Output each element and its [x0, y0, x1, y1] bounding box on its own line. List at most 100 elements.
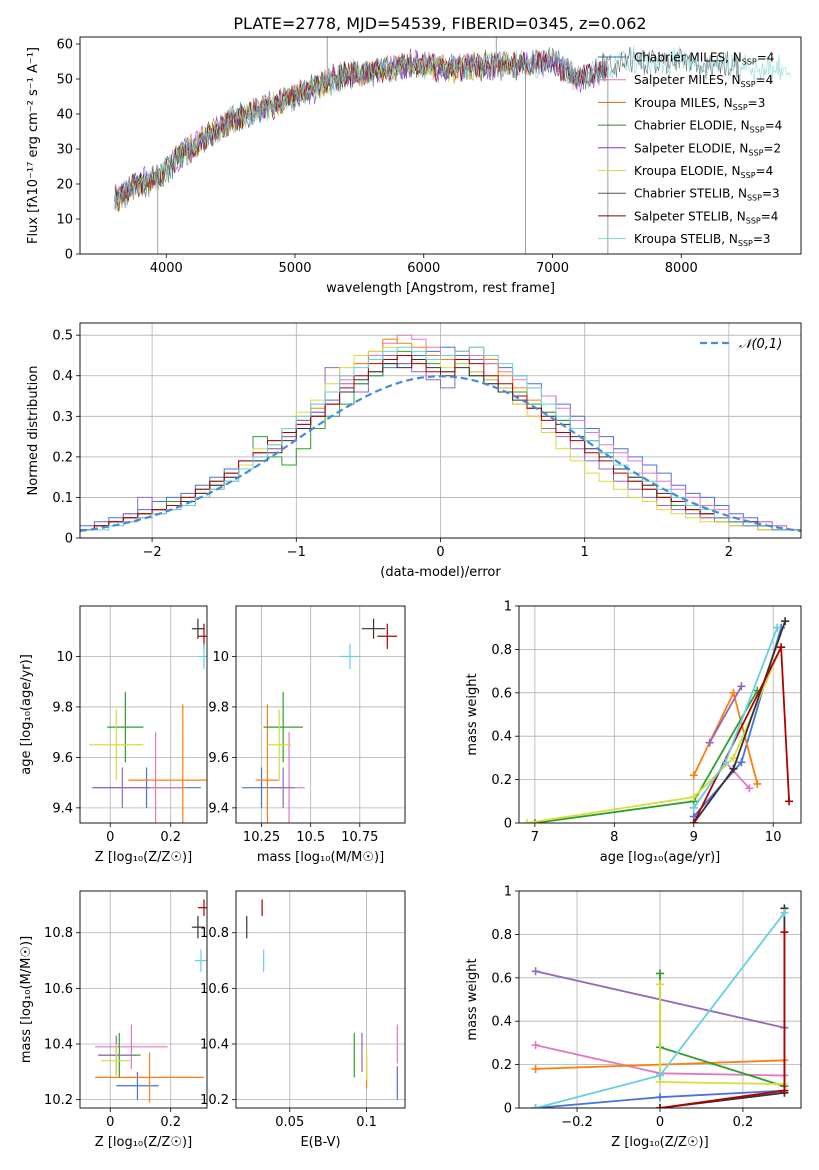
- weight-line: [526, 646, 782, 823]
- weight-marker: [780, 928, 789, 937]
- x-tick-label: 10: [765, 830, 782, 845]
- legend-count: =4: [757, 51, 775, 65]
- y-tick-label: 0.2: [491, 1058, 512, 1073]
- x-axis-label: Z [log₁₀(Z/Z☉)]: [611, 1135, 708, 1150]
- y-tick-label: 10.8: [200, 926, 229, 941]
- legend-count: =3: [762, 187, 780, 201]
- axes-frame: [235, 890, 406, 1109]
- x-axis-label: age [log₁₀(age/yr)]: [600, 850, 721, 865]
- y-tick-label: 10: [212, 650, 229, 665]
- legend-subscript: SSP: [750, 126, 765, 135]
- legend-subscript: SSP: [738, 239, 753, 248]
- legend-subscript: SSP: [742, 58, 757, 67]
- x-tick-label: 0.2: [160, 830, 181, 845]
- x-tick-label: 0: [656, 1115, 664, 1130]
- x-tick-label: −1: [287, 545, 306, 560]
- panel-mass-vs-EBV: 0.05 0.1 10.2 10.4 10.6 10.8 E(B-V): [200, 890, 406, 1150]
- plot-area: [95, 899, 207, 1103]
- y-tick-label: 0.4: [491, 730, 512, 745]
- plot-area: [246, 899, 398, 1100]
- y-tick-label: 1: [504, 885, 512, 900]
- histogram-step: [80, 346, 801, 531]
- y-tick-label: 0: [504, 1102, 512, 1117]
- histogram-step: [80, 359, 801, 531]
- weight-marker: [531, 1041, 540, 1050]
- legend-text: Kroupa ELODIE, N: [634, 164, 741, 178]
- x-tick-label: 0: [106, 1115, 114, 1130]
- x-tick-label: −2: [143, 545, 162, 560]
- y-tick-label: 0.8: [491, 643, 512, 658]
- legend-text: Salpeter ELODIE, N: [634, 141, 748, 155]
- x-tick-label: 9: [690, 830, 698, 845]
- normal-curve: [80, 375, 801, 532]
- axes-frame: [518, 890, 802, 1109]
- weight-line: [659, 973, 785, 1088]
- x-tick-label: 7000: [536, 261, 569, 276]
- y-tick-label: 0.5: [52, 329, 73, 344]
- x-axis-label: (data-model)/error: [380, 565, 501, 580]
- legend-subscript: SSP: [747, 194, 762, 203]
- legend-text: Salpeter STELIB, N: [634, 209, 746, 223]
- legend-count: =3: [753, 232, 771, 246]
- weight-marker: [737, 682, 746, 691]
- legend-label: Kroupa MILES, NSSP=3: [634, 96, 765, 112]
- y-tick-label: 10.2: [200, 1093, 229, 1108]
- legend-subscript: SSP: [733, 103, 748, 112]
- y-tick-label: 9.8: [208, 700, 229, 715]
- weight-marker: [705, 738, 714, 747]
- weight-marker: [689, 803, 698, 812]
- legend-subscript: SSP: [746, 216, 761, 225]
- axes-frame: [79, 890, 208, 1109]
- weight-marker: [656, 1071, 664, 1080]
- plot-area: [114, 37, 791, 254]
- spectrum-line: [114, 47, 608, 212]
- panel-age-vs-mass: 10.25 10.5 10.75 9.4 9.6 9.8 10 mass [log₁₀(M/M…: [208, 605, 406, 865]
- weight-marker: [530, 819, 539, 823]
- plot-area: [531, 904, 789, 1108]
- legend-text: Chabrier ELODIE, N: [634, 119, 750, 133]
- weight-marker: [737, 758, 746, 767]
- axes-frame: [518, 605, 802, 824]
- weight-marker: [656, 1093, 664, 1102]
- y-tick-label: 60: [56, 38, 73, 53]
- x-axis-label: wavelength [Angstrom, rest frame]: [326, 281, 555, 296]
- plot-area: [241, 618, 398, 823]
- legend-label: Chabrier MILES, NSSP=4: [634, 51, 774, 67]
- x-tick-label: 5000: [278, 261, 311, 276]
- y-tick-label: 9.4: [208, 801, 229, 816]
- y-tick-label: 10.4: [44, 1038, 73, 1053]
- panel-residuals: −2 −1 0 1 2 0 0.1 0.2 0.3 0.4 0.5 (data-model)/erro…: [26, 322, 802, 580]
- x-tick-label: 7: [531, 830, 539, 845]
- x-tick-label: 0.2: [733, 1115, 754, 1130]
- y-axis-label: Flux [fλ10⁻¹⁷ erg cm⁻² s⁻¹ A⁻¹]: [26, 47, 41, 244]
- y-tick-label: 0.4: [52, 369, 73, 384]
- y-axis-label: mass [log₁₀(M/M☉)]: [19, 936, 34, 1063]
- y-tick-label: 10.8: [44, 926, 73, 941]
- y-axis-label: Normed distribution: [26, 366, 41, 496]
- legend-text: Kroupa STELIB, N: [634, 232, 738, 246]
- y-tick-label: 10.6: [200, 982, 229, 997]
- axes-frame: [79, 605, 208, 824]
- y-tick-label: 0.8: [491, 928, 512, 943]
- y-tick-label: 0: [65, 532, 73, 547]
- weight-marker: [745, 784, 754, 793]
- y-tick-label: 0.2: [52, 450, 73, 465]
- x-tick-label: 0: [106, 830, 114, 845]
- weight-marker: [522, 819, 531, 823]
- x-tick-label: 8: [610, 830, 618, 845]
- weight-marker: [531, 967, 540, 976]
- legend-count: =4: [756, 164, 774, 178]
- x-tick-label: 0.1: [356, 1115, 377, 1130]
- weight-line: [708, 685, 743, 744]
- legend-count: =2: [763, 141, 781, 155]
- plot-area: [522, 617, 794, 823]
- weight-marker: [721, 758, 730, 767]
- y-tick-label: 9.6: [52, 751, 73, 766]
- weight-marker: [689, 819, 698, 823]
- x-tick-label: −0.2: [561, 1115, 593, 1130]
- y-tick-label: 10.2: [44, 1093, 73, 1108]
- panel-weight-vs-age: 7 8 9 10 0 0.2 0.4 0.6 0.8 1 age [log₁₀(age/yr)] ma…: [465, 600, 802, 865]
- weight-line: [534, 690, 759, 823]
- y-tick-label: 30: [56, 143, 73, 158]
